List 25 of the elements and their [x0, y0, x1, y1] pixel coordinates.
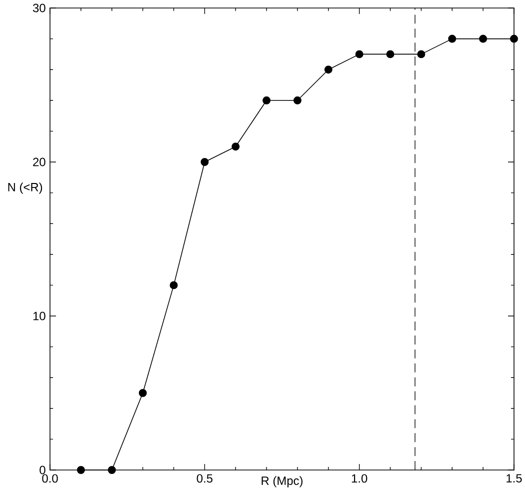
point: [355, 50, 364, 58]
point: [232, 142, 240, 151]
x-axis-title: R (Mpc): [262, 476, 302, 488]
point: [76, 466, 85, 474]
y-tick-label: 20: [33, 158, 46, 166]
point: [479, 34, 488, 43]
y-axis-title: N (<R): [8, 182, 42, 194]
x-tick-label: 0.0: [42, 474, 58, 483]
point: [138, 389, 147, 397]
point: [293, 96, 302, 104]
point: [448, 34, 456, 43]
point: [108, 466, 116, 474]
point: [386, 50, 394, 58]
point: [262, 96, 271, 104]
point: [324, 66, 332, 74]
point: [510, 34, 518, 43]
x-tick-label: 1.5: [506, 474, 522, 483]
y-tick-label: 10: [33, 312, 46, 320]
x-tick-label: 0.5: [196, 474, 212, 483]
y-tick-label: 30: [32, 4, 46, 12]
point: [170, 281, 178, 290]
point: [200, 158, 209, 166]
y-tick-label: 0: [40, 466, 46, 474]
point: [417, 50, 426, 58]
x-tick-label: 1.0: [352, 474, 368, 483]
